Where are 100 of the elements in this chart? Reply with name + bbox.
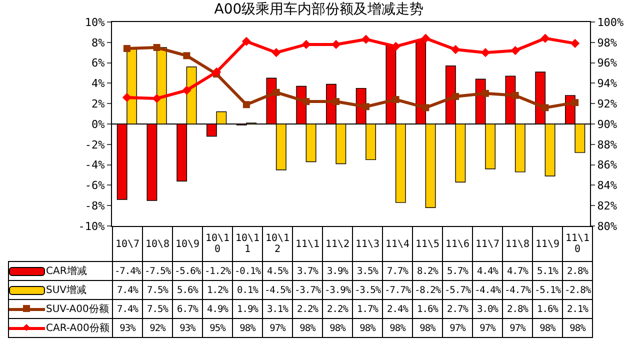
data-label: -5.6% xyxy=(172,262,202,280)
point xyxy=(570,38,580,48)
data-label: 4.9% xyxy=(202,300,232,318)
point xyxy=(392,96,400,104)
data-label: 4.4% xyxy=(472,262,502,280)
point xyxy=(512,92,519,99)
data-label: -0.1% xyxy=(232,262,262,280)
y-tick-label: 2% xyxy=(92,97,106,110)
point xyxy=(332,98,340,106)
data-label: 98% xyxy=(562,318,592,338)
y-tick-label: 4% xyxy=(92,77,106,90)
x-tick-label: 11\1 xyxy=(292,226,322,262)
y-tick-label: -6% xyxy=(84,179,106,192)
data-label: -4.4% xyxy=(472,280,502,300)
y-tick-label: -2% xyxy=(84,138,106,152)
y-tick-label: 6% xyxy=(92,56,106,70)
data-label: 97% xyxy=(472,318,502,338)
data-label: 98% xyxy=(382,318,412,338)
x-tick-label: 11\5 xyxy=(412,226,442,262)
data-label: 5.1% xyxy=(532,262,562,280)
data-label: 1.6% xyxy=(412,300,442,318)
point xyxy=(242,36,251,46)
data-label: 3.9% xyxy=(322,262,352,280)
data-label: 1.7% xyxy=(352,300,382,318)
legend-label: SUV-A00份额 xyxy=(46,304,109,314)
y2-tick-label: 82% xyxy=(597,199,618,212)
point xyxy=(451,44,460,54)
data-label: 1.9% xyxy=(232,300,262,318)
chart-title: A00级乘用车内部份额及增减走势 xyxy=(214,1,424,18)
x-tick-label: 11\10 xyxy=(562,226,592,262)
point xyxy=(482,90,489,97)
x-tick-label: 11\2 xyxy=(322,226,352,262)
point xyxy=(272,88,280,96)
data-label: 2.1% xyxy=(562,300,592,318)
y-tick-label: -4% xyxy=(84,158,106,172)
data-label: 2.4% xyxy=(382,300,412,318)
data-label: -7.5% xyxy=(142,262,172,280)
point xyxy=(122,92,132,102)
y-tick-label: 10% xyxy=(84,16,106,29)
data-label: 98% xyxy=(532,318,562,338)
x-tick-label: 11\3 xyxy=(352,226,382,262)
data-label: 3.0% xyxy=(472,300,502,318)
y-tick-label: -10% xyxy=(78,220,106,233)
point xyxy=(572,99,579,106)
data-label: 98% xyxy=(352,318,382,338)
y-tick-label: -8% xyxy=(84,199,106,212)
point xyxy=(362,103,370,110)
point xyxy=(272,48,281,58)
x-tick-label: 10\7 xyxy=(112,226,142,262)
data-label: 92% xyxy=(142,318,172,338)
data-label: 1.2% xyxy=(202,280,232,300)
point xyxy=(421,34,430,43)
point xyxy=(361,34,370,44)
data-label: 97% xyxy=(502,318,532,338)
data-label: 7.4% xyxy=(112,300,142,318)
point xyxy=(542,104,549,112)
legend-label: CAR增减 xyxy=(46,266,87,276)
point xyxy=(540,34,550,43)
data-label: 3.7% xyxy=(292,262,322,280)
data-label: 2.2% xyxy=(292,300,322,318)
data-label: 2.8% xyxy=(502,300,532,318)
data-label: -8.2% xyxy=(412,280,442,300)
data-label: 4.7% xyxy=(502,262,532,280)
x-tick-label: 10\9 xyxy=(172,226,202,262)
x-tick-label: 11\6 xyxy=(442,226,472,262)
data-label: 93% xyxy=(172,318,202,338)
data-label: 98% xyxy=(412,318,442,338)
data-label: -5.7% xyxy=(442,280,472,300)
point xyxy=(212,67,222,77)
y2-tick-label: 96% xyxy=(597,56,618,70)
y2-tick-label: 94% xyxy=(597,77,618,90)
x-tick-label: 11\9 xyxy=(532,226,562,262)
x-tick-label: 11\7 xyxy=(472,226,502,262)
y2-tick-label: 84% xyxy=(597,179,618,192)
data-label: 7.5% xyxy=(142,300,172,318)
data-label: 97% xyxy=(262,318,292,338)
point xyxy=(152,94,162,104)
data-label: 7.4% xyxy=(112,280,142,300)
data-label: -1.2% xyxy=(202,262,232,280)
point xyxy=(422,104,430,112)
point xyxy=(182,86,192,95)
y2-tick-label: 92% xyxy=(597,97,618,110)
point xyxy=(123,45,130,52)
data-label: 97% xyxy=(442,318,472,338)
data-label: 0.1% xyxy=(232,280,262,300)
data-label: 98% xyxy=(292,318,322,338)
y2-tick-label: 80% xyxy=(597,220,618,233)
point xyxy=(242,101,250,108)
data-label: 3.1% xyxy=(262,300,292,318)
y-tick-label: 8% xyxy=(92,36,106,50)
y2-tick-label: 86% xyxy=(597,158,618,172)
x-tick-label: 10\8 xyxy=(142,226,172,262)
data-label: 7.7% xyxy=(382,262,412,280)
data-label: -7.4% xyxy=(112,262,142,280)
data-label: 98% xyxy=(322,318,352,338)
x-tick-label: 11\8 xyxy=(502,226,532,262)
data-label: 4.5% xyxy=(262,262,292,280)
point xyxy=(480,48,490,58)
data-label: 7.5% xyxy=(142,280,172,300)
data-label: 98% xyxy=(232,318,262,338)
